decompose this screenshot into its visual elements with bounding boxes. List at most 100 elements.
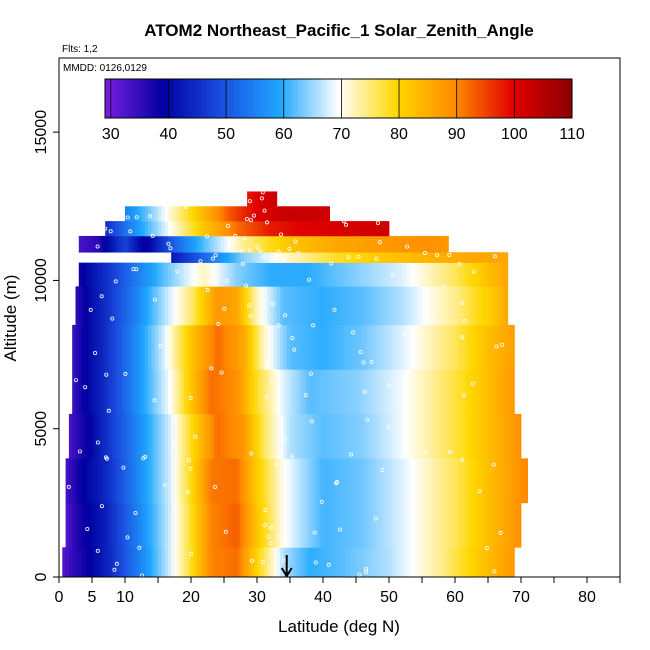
heatmap-cell	[342, 324, 347, 370]
heatmap-cell	[187, 458, 192, 504]
heatmap-cell	[299, 458, 304, 504]
heatmap-cell	[339, 547, 344, 577]
heatmap-cell	[309, 413, 314, 459]
heatmap-cell	[415, 324, 420, 370]
heatmap-cell	[448, 458, 453, 504]
heatmap-cell	[517, 413, 522, 459]
heatmap-cell	[158, 286, 162, 326]
heatmap-cell	[266, 252, 271, 263]
heatmap-cell	[72, 458, 76, 504]
heatmap-cell	[134, 547, 139, 577]
measurement-point	[205, 287, 210, 292]
heatmap-cell	[144, 458, 149, 504]
heatmap-cell	[72, 369, 76, 415]
heatmap-cell	[237, 502, 241, 548]
heatmap-cell	[299, 206, 304, 222]
heatmap-cell	[306, 324, 311, 370]
heatmap-cell	[92, 369, 96, 415]
heatmap-cell	[303, 221, 307, 237]
heatmap-cell	[494, 286, 499, 326]
heatmap-cell	[148, 324, 152, 370]
heatmap-cell	[62, 547, 66, 577]
heatmap-cell	[290, 369, 294, 415]
heatmap-cell	[78, 262, 83, 287]
heatmap-cell	[481, 413, 486, 459]
heatmap-cell	[227, 262, 231, 287]
measurement-point	[166, 241, 171, 246]
heatmap-cell	[167, 413, 172, 459]
heatmap-cell	[128, 324, 132, 370]
heatmap-cell	[428, 369, 433, 415]
heatmap-cell	[507, 413, 512, 459]
heatmap-cell	[306, 262, 311, 287]
heatmap-cell	[280, 286, 284, 326]
heatmap-cell	[224, 286, 228, 326]
colorbar-swatch	[303, 79, 307, 118]
measurement-point	[112, 567, 117, 572]
measurement-point	[195, 275, 200, 280]
colorbar-swatch	[356, 79, 360, 118]
heatmap-cell	[332, 502, 337, 548]
heatmap-cell	[306, 206, 311, 222]
heatmap-cell	[108, 221, 113, 237]
heatmap-cell	[78, 369, 83, 415]
heatmap-cell	[257, 191, 261, 207]
heatmap-cell	[98, 369, 103, 415]
colorbar-swatch	[280, 79, 284, 118]
heatmap-cell	[382, 262, 387, 287]
heatmap-cell	[389, 413, 393, 459]
heatmap-cell	[326, 262, 330, 287]
measurement-point	[296, 251, 301, 256]
heatmap-cell	[329, 324, 334, 370]
heatmap-cell	[280, 235, 284, 253]
heatmap-cell	[276, 252, 281, 263]
colorbar-swatch	[320, 79, 325, 118]
heatmap-cell	[464, 262, 469, 287]
heatmap-cell	[280, 458, 284, 504]
heatmap-cell	[451, 458, 456, 504]
colorbar-swatch	[175, 79, 179, 118]
heatmap-cell	[111, 221, 116, 237]
heatmap-cell	[385, 221, 390, 237]
heatmap-cell	[448, 324, 453, 370]
colorbar-swatch	[434, 79, 439, 118]
heatmap-cell	[82, 458, 86, 504]
colorbar-swatch	[274, 79, 278, 118]
heatmap-cell	[276, 262, 281, 287]
heatmap-cell	[108, 547, 113, 577]
heatmap-cell	[161, 369, 165, 415]
heatmap-cell	[273, 206, 278, 222]
heatmap-cell	[309, 206, 314, 222]
measurement-point	[364, 566, 369, 571]
heatmap-cell	[362, 413, 367, 459]
heatmap-cell	[177, 324, 182, 370]
heatmap-cell	[263, 286, 268, 326]
heatmap-cell	[158, 547, 162, 577]
heatmap-cell	[306, 252, 311, 263]
heatmap-cell	[438, 286, 443, 326]
heatmap-cell	[82, 547, 86, 577]
heatmap-cell	[273, 413, 278, 459]
heatmap-cell	[227, 413, 231, 459]
heatmap-cell	[395, 413, 400, 459]
measurement-point	[460, 335, 465, 340]
heatmap-cell	[141, 369, 146, 415]
measurement-point	[222, 306, 227, 311]
heatmap-cell	[461, 547, 466, 577]
heatmap-cell	[280, 369, 284, 415]
heatmap-cell	[108, 286, 113, 326]
heatmap-cell	[316, 221, 321, 237]
heatmap-cell	[237, 413, 241, 459]
y-tick-label: 15000	[33, 110, 50, 155]
heatmap-cell	[138, 206, 142, 222]
heatmap-cell	[167, 324, 172, 370]
heatmap-cell	[148, 235, 152, 253]
heatmap-cell	[233, 458, 238, 504]
heatmap-cell	[171, 369, 175, 415]
measurement-point	[418, 326, 423, 331]
heatmap-cell	[412, 458, 416, 504]
heatmap-cell	[339, 324, 344, 370]
colorbar-swatch	[414, 79, 418, 118]
heatmap-cell	[247, 324, 251, 370]
heatmap-cell	[134, 369, 139, 415]
